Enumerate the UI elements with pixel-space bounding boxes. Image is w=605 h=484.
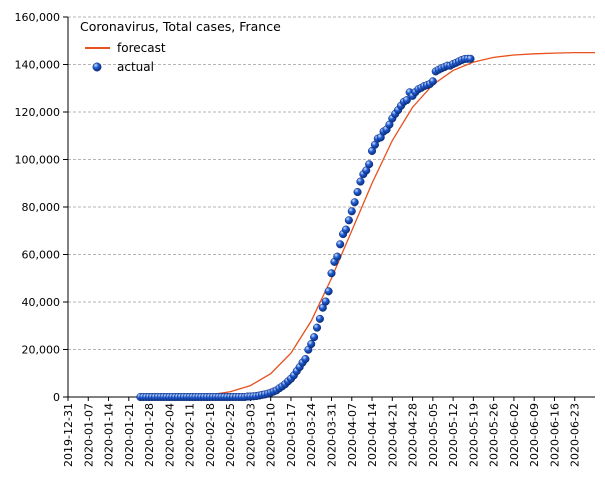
x-tick-label: 2020-06-09 [528,403,541,467]
x-tick-label: 2020-03-24 [305,403,318,467]
actual-data-point [312,323,322,332]
actual-data-point [324,287,333,296]
x-axis-tick-labels: 2019-12-31 2020-01-07 2020-01-14 2020-01-21… [62,397,582,467]
actual-data-point [307,339,316,349]
y-tick-label: 40,000 [22,296,61,309]
x-tick-label: 2020-03-03 [244,403,257,467]
x-tick-label: 2019-12-31 [62,403,75,467]
x-tick-label: 2020-01-07 [82,403,95,467]
y-tick-label: 100,000 [15,154,61,167]
actual-data-point [315,314,324,323]
actual-data-point [321,297,330,306]
x-tick-label: 2020-05-19 [467,403,480,467]
x-tick-label: 2020-05-26 [488,403,501,467]
series-actual [136,54,475,402]
x-tick-label: 2020-01-14 [103,403,116,467]
chart-title: Coronavirus, Total cases, France [80,19,281,34]
actual-data-point [353,187,362,197]
x-tick-label: 2020-06-02 [508,403,521,467]
grid-lines [68,16,595,350]
x-tick-label: 2020-01-28 [143,403,156,467]
y-tick-label: 120,000 [15,106,61,119]
y-tick-label: 140,000 [15,59,61,72]
x-tick-label: 2020-06-23 [569,403,582,467]
x-tick-label: 2020-03-17 [285,403,298,467]
actual-data-point [344,216,353,225]
actual-data-point [327,269,336,278]
actual-data-point [347,207,356,216]
actual-data-point [365,160,374,169]
x-tick-label: 2020-03-31 [326,403,339,467]
actual-data-point [333,252,342,261]
actual-data-point [350,198,359,207]
y-axis-tick-labels: 0 20,000 40,000 60,000 80,000 100,000 120,000 1… [15,11,68,404]
legend-forecast-label: forecast [117,41,166,55]
x-tick-label: 2020-06-16 [548,403,561,467]
forecast-line [137,51,595,398]
x-tick-label: 2020-02-18 [204,403,217,467]
x-tick-label: 2020-05-12 [447,403,460,467]
y-tick-label: 160,000 [15,11,61,24]
y-tick-label: 60,000 [22,249,61,262]
legend: Coronavirus, Total cases, France forecas… [80,19,281,74]
actual-data-point [301,354,310,364]
legend-actual-label: actual [117,60,154,74]
y-tick-label: 80,000 [22,201,61,214]
x-tick-label: 2020-04-14 [366,403,379,467]
actual-data-point [402,96,411,105]
x-tick-label: 2020-02-25 [224,403,237,467]
actual-data-point [356,177,365,186]
x-tick-label: 2020-04-07 [346,403,359,467]
actual-data-point [341,225,351,234]
series-forecast [137,51,595,398]
x-tick-label: 2020-02-04 [163,403,176,467]
x-tick-label: 2020-01-21 [123,403,136,467]
actual-data-point [466,54,475,63]
y-tick-label: 20,000 [22,344,61,357]
actual-data-point [428,77,437,86]
x-tick-label: 2020-03-10 [265,403,278,467]
x-tick-label: 2020-04-28 [407,403,420,467]
x-tick-label: 2020-04-21 [386,403,399,467]
y-tick-label: 0 [53,391,60,404]
legend-actual-swatch [92,62,102,72]
actual-data-point [310,333,319,342]
x-tick-label: 2020-02-11 [184,403,197,467]
actual-data-point [336,240,345,249]
x-tick-label: 2020-05-05 [427,403,440,467]
